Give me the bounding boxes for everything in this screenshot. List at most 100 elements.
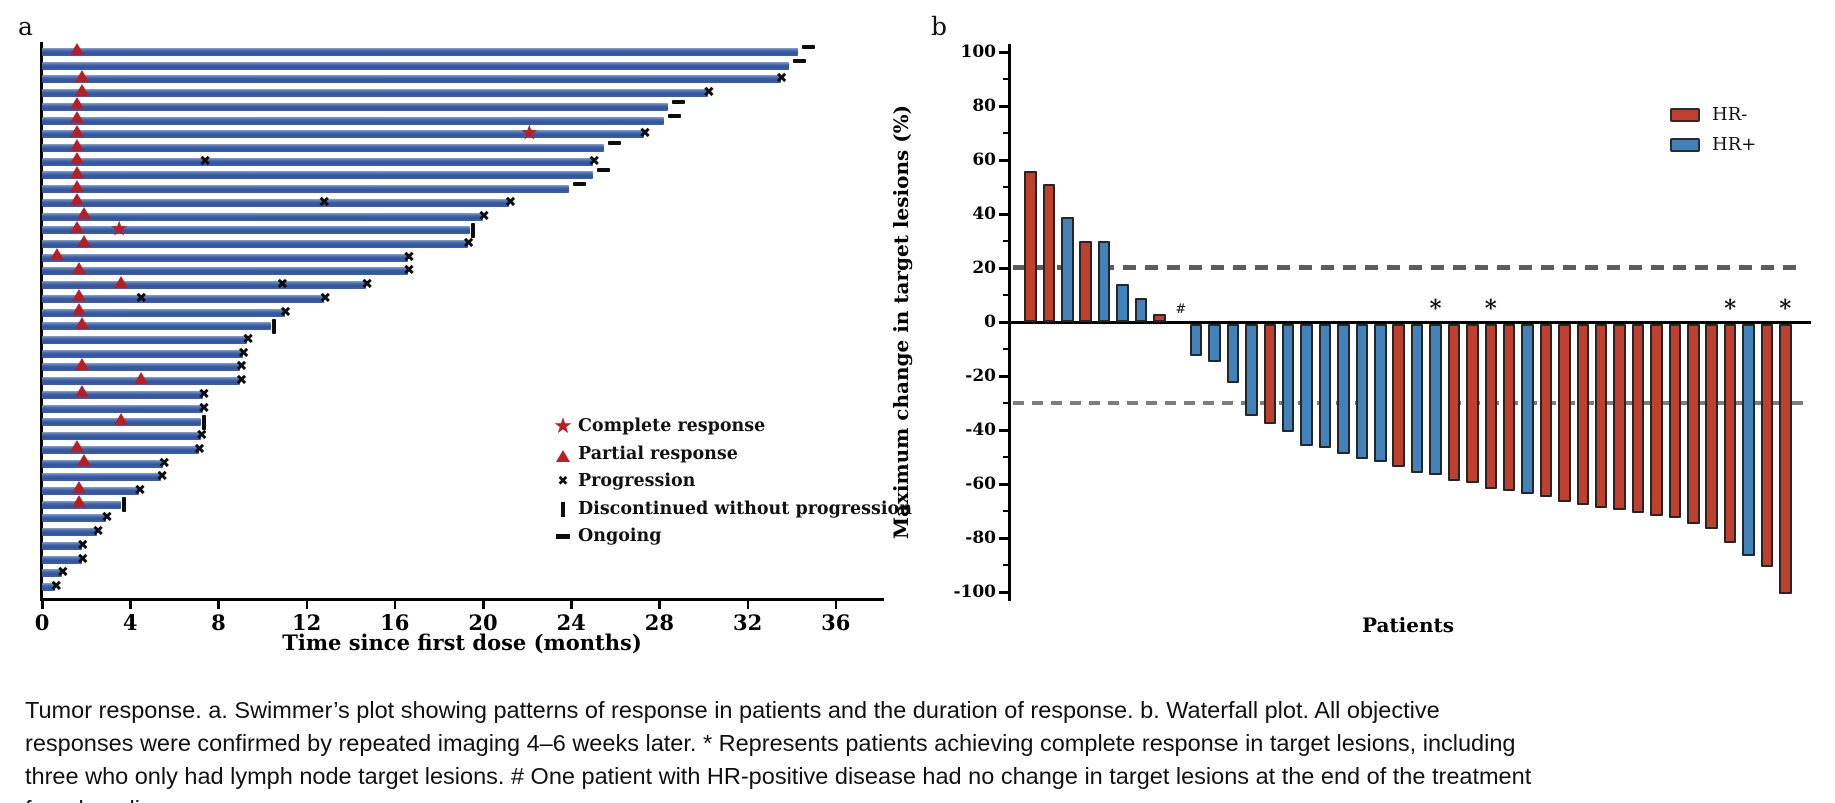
waterfall-bar-hr-negative <box>1668 324 1682 519</box>
partial-response-triangle-icon <box>70 138 85 151</box>
x-axis-tick <box>570 601 573 609</box>
hr-negative-swatch <box>1670 108 1700 122</box>
x-axis-tick <box>658 601 661 609</box>
partial-response-triangle-icon <box>70 124 85 137</box>
partial-response-triangle-icon <box>76 207 91 220</box>
waterfall-bar-hr-positive <box>1521 324 1534 495</box>
swimmer-bar <box>42 116 664 125</box>
waterfall-bar-hr-negative <box>1079 241 1092 322</box>
progression-x-icon: ✖ <box>588 153 601 170</box>
legend-label: Discontinued without progression <box>578 499 912 519</box>
y-axis-tick-label: 40 <box>972 204 996 224</box>
progression-x-icon: ✖ <box>403 263 415 280</box>
tick-icon <box>552 498 574 522</box>
y-axis-minor-tick <box>1003 510 1008 512</box>
y-axis-minor-tick <box>1003 402 1008 404</box>
swimmer-bar <box>42 582 56 591</box>
progression-x-icon: ✖ <box>195 427 208 444</box>
y-axis-tick-label: -40 <box>965 420 996 440</box>
partial-response-triangle-icon <box>74 83 89 96</box>
y-axis-minor-tick <box>1003 186 1008 188</box>
x-axis-tick <box>217 601 220 609</box>
partial-response-triangle-icon <box>114 412 129 425</box>
y-axis-tick-label: -60 <box>965 474 996 494</box>
progression-x-icon: ✖ <box>319 290 332 307</box>
partial-response-triangle-icon <box>70 97 85 110</box>
swimmer-bar <box>42 130 644 139</box>
swimmer-bar <box>42 459 164 468</box>
swimmer-bar <box>42 89 708 98</box>
waterfall-bar-hr-positive <box>1429 324 1442 476</box>
swimmer-bar <box>42 102 669 111</box>
swimmer-bar <box>42 171 594 180</box>
swimmer-bar <box>42 308 285 317</box>
swimmer-bar <box>42 253 409 262</box>
x-axis-tick-label: 24 <box>556 610 586 635</box>
waterfall-bar-hr-positive <box>1281 324 1295 432</box>
waterfall-bar-hr-negative <box>1502 324 1516 492</box>
star-icon: ★ <box>553 414 573 439</box>
panel-b-label: b <box>931 12 948 41</box>
y-axis-tick <box>999 105 1008 108</box>
swimmer-bar <box>42 198 510 207</box>
swimmer-bar <box>42 555 82 564</box>
partial-response-triangle-icon <box>114 275 129 288</box>
swimmer-bar <box>42 541 82 550</box>
progression-x-icon: ✖ <box>193 441 206 458</box>
partial-response-triangle-icon <box>76 454 91 466</box>
y-axis-tick <box>999 483 1008 486</box>
swimmer-bar <box>42 528 98 537</box>
waterfall-bar-hr-negative <box>1558 324 1571 503</box>
waterfall-bar-hr-negative <box>1687 324 1700 524</box>
waterfall-bar-hr-positive <box>1300 324 1313 446</box>
waterfall-bar-hr-negative <box>1042 184 1056 322</box>
swimmer-bar <box>42 144 605 153</box>
partial-response-triangle-icon <box>134 371 149 384</box>
legend-label: Complete response <box>578 416 766 436</box>
hr-positive-label: HR+ <box>1712 134 1757 155</box>
waterfall-bar-hr-negative <box>1594 324 1608 508</box>
waterfall-bar-hr-positive <box>1318 324 1332 449</box>
ongoing-dash-icon <box>793 58 807 63</box>
waterfall-bar-hr-positive <box>1226 324 1240 384</box>
dash-icon <box>552 525 574 549</box>
swimmer-bar <box>42 432 201 441</box>
discontinued-tick-icon <box>272 318 277 334</box>
partial-response-triangle-icon <box>70 440 85 453</box>
progression-x-icon: ✖ <box>279 304 292 321</box>
progression-x-icon: ✖ <box>237 345 250 362</box>
x-axis-tick <box>305 601 309 609</box>
progression-x-icon: ✖ <box>199 153 212 170</box>
no-change-hash: # <box>1175 302 1187 317</box>
x-axis-tick <box>393 601 397 609</box>
waterfall-bar-hr-negative <box>1705 324 1718 530</box>
waterfall-bar-hr-positive <box>1097 241 1111 322</box>
ongoing-dash-icon <box>802 45 816 49</box>
swimmer-bar <box>42 336 248 345</box>
ongoing-dash-icon <box>572 182 586 187</box>
waterfall-bar-hr-negative <box>1484 324 1497 489</box>
legend-label: Partial response <box>578 444 738 464</box>
hr-positive-swatch <box>1670 138 1700 152</box>
swimmer-bar <box>42 212 483 221</box>
ongoing-dash-icon <box>667 113 681 118</box>
legend-label: Ongoing <box>578 526 662 546</box>
waterfall-bar-hr-negative <box>1613 324 1626 511</box>
complete-response-asterisk: * <box>1779 295 1792 322</box>
y-axis-tick-label: 100 <box>960 42 997 62</box>
progression-x-icon: ✖ <box>318 194 331 211</box>
progression-x-icon: ✖ <box>135 290 148 307</box>
swimmer-bar <box>42 267 409 276</box>
swimmer-bar <box>42 486 140 495</box>
panel-b-x-axis-title: Patients <box>1361 613 1455 637</box>
figure-caption: Tumor response. a. Swimmer’s plot showin… <box>25 697 1532 803</box>
complete-response-asterisk: * <box>1724 295 1737 322</box>
cross-icon: ✖ <box>557 474 569 489</box>
x-axis-tick <box>129 601 132 609</box>
y-axis-minor-tick <box>1003 240 1008 242</box>
swimmer-bar <box>42 185 569 194</box>
y-axis-tick <box>999 321 1008 324</box>
progression-x-icon: ✖ <box>775 71 788 88</box>
y-axis-tick-label: 60 <box>972 150 996 170</box>
